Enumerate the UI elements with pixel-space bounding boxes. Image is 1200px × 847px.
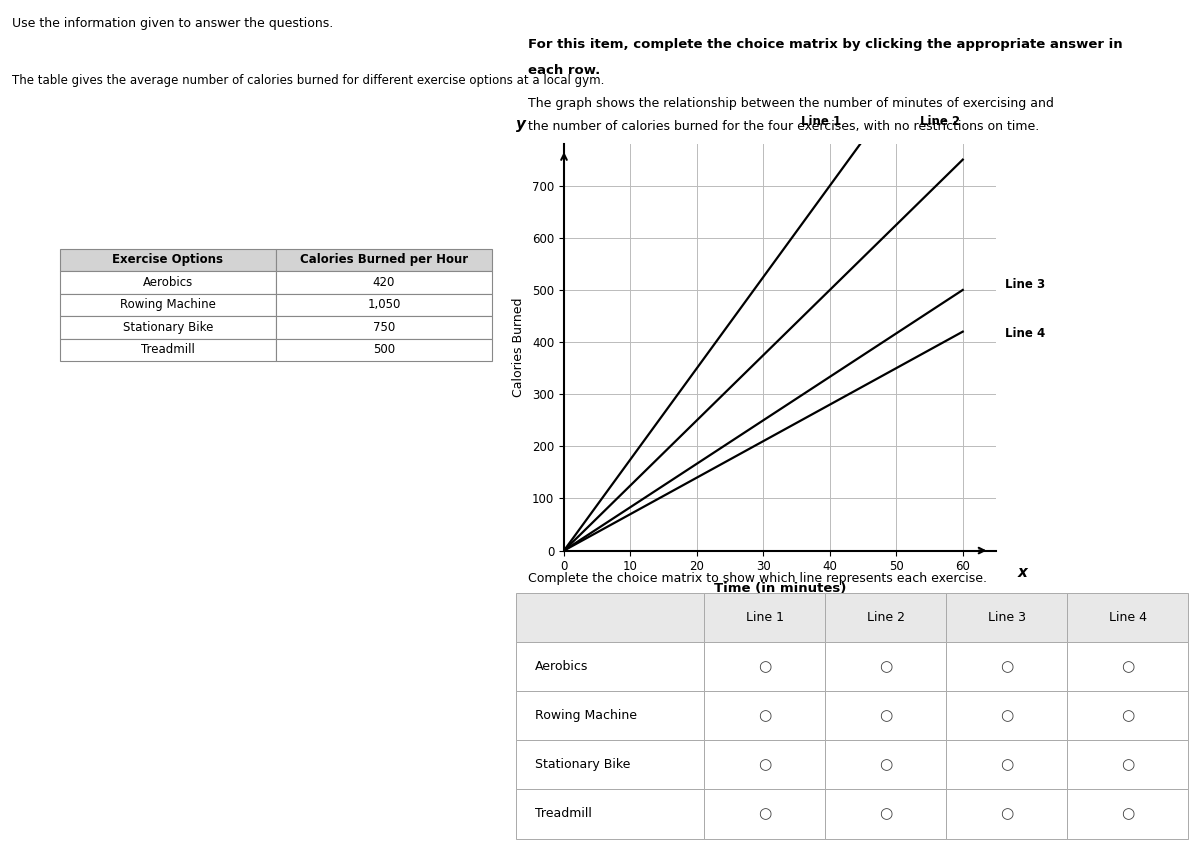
Text: Complete the choice matrix to show which line represents each exercise.: Complete the choice matrix to show which… (528, 572, 986, 584)
Text: y: y (516, 117, 526, 132)
Text: The graph shows the relationship between the number of minutes of exercising and: The graph shows the relationship between… (528, 97, 1054, 110)
Text: Line 2: Line 2 (919, 114, 960, 128)
Text: For this item, complete the choice matrix by clicking the appropriate answer in: For this item, complete the choice matri… (528, 38, 1123, 51)
X-axis label: Time (in minutes): Time (in minutes) (714, 582, 846, 595)
Text: the number of calories burned for the four exercises, with no restrictions on ti: the number of calories burned for the fo… (528, 120, 1039, 133)
Text: The table gives the average number of calories burned for different exercise opt: The table gives the average number of ca… (12, 74, 605, 87)
Text: Line 3: Line 3 (1004, 278, 1045, 291)
Text: x: x (1018, 566, 1027, 580)
Text: each row.: each row. (528, 64, 600, 76)
Text: Line 1: Line 1 (800, 114, 841, 128)
Y-axis label: Calories Burned: Calories Burned (512, 297, 526, 397)
Text: Line 4: Line 4 (1004, 327, 1045, 340)
Text: Use the information given to answer the questions.: Use the information given to answer the … (12, 17, 334, 30)
